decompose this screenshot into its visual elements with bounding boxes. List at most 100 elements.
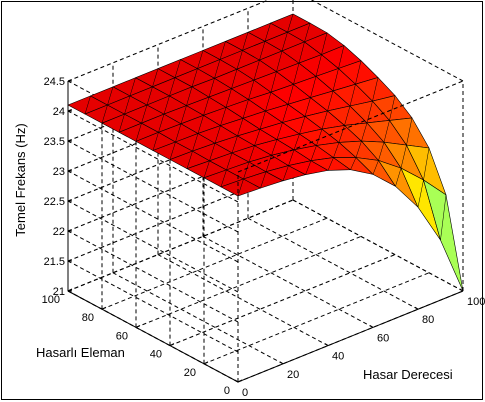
- surface-diagonal: [186, 86, 193, 106]
- y-tick-mark: [237, 379, 243, 383]
- x-tick-mark: [324, 343, 329, 347]
- y-axis-label: Hasarlı Eleman: [36, 345, 125, 360]
- surface-diagonal: [423, 147, 430, 181]
- surface-diagonal: [281, 32, 288, 52]
- surface-diagonal: [237, 178, 244, 197]
- surface-diagonal: [282, 104, 289, 123]
- grid-line: [67, 0, 270, 82]
- x-axis-label: Hasar Derecesi: [363, 367, 453, 382]
- surface-diagonal: [259, 41, 266, 61]
- surface-diagonal: [305, 160, 312, 175]
- y-tick-label: 20: [184, 367, 196, 379]
- x-tick-label: 20: [287, 369, 299, 381]
- surface-diagonal: [350, 157, 357, 170]
- surface-diagonal: [124, 95, 131, 115]
- y-tick-mark: [135, 324, 141, 328]
- surface-diagonal: [225, 88, 232, 108]
- y-axis-line: [67, 290, 239, 383]
- x-axis-line: [237, 290, 464, 383]
- grid-line: [67, 139, 294, 232]
- surface-diagonal: [310, 76, 317, 98]
- axes: [67, 0, 464, 383]
- surface-diagonal: [219, 41, 226, 60]
- surface-diagonal: [378, 142, 385, 161]
- surface-diagonal: [321, 32, 328, 55]
- grid-line: [202, 235, 374, 328]
- y-tick-mark: [203, 361, 209, 365]
- z-tick-label: 21.5: [44, 256, 65, 268]
- grid-line: [112, 272, 284, 365]
- x-tick-label: 60: [377, 332, 389, 344]
- surface-diagonal: [327, 90, 334, 111]
- surface-diagonal: [242, 99, 249, 119]
- surface-diagonal: [248, 80, 255, 100]
- y-tick-mark: [101, 306, 107, 310]
- z-tick-label: 23.5: [44, 136, 65, 148]
- surface-diagonal: [101, 104, 108, 124]
- surface-diagonal: [293, 63, 300, 85]
- surface-diagonal: [287, 13, 294, 33]
- grid-line: [157, 254, 329, 347]
- grid-line: [67, 199, 294, 292]
- surface-diagonal: [287, 84, 294, 105]
- y-tick-label: 80: [82, 312, 94, 324]
- surface-diagonal: [321, 110, 328, 130]
- surface-diagonal: [197, 50, 204, 69]
- surface-diagonal: [270, 71, 277, 93]
- surface-diagonal: [372, 160, 379, 175]
- grid-line: [247, 217, 419, 310]
- surface-diagonal: [304, 23, 311, 42]
- x-tick-mark: [414, 306, 419, 310]
- z-tick-label: 24: [53, 106, 65, 118]
- surface-diagonal: [158, 114, 165, 133]
- surface-diagonal: [141, 104, 148, 124]
- surface-diagonal: [298, 41, 305, 64]
- z-axis-label: Temel Frekans (Hz): [13, 123, 28, 236]
- z-tick-label: 22: [53, 226, 65, 238]
- surface-diagonal: [293, 133, 300, 150]
- surface-diagonal: [349, 84, 356, 107]
- y-tick-label: 0: [224, 385, 230, 397]
- surface-diagonal: [152, 132, 159, 151]
- surface-diagonal: [209, 143, 216, 161]
- surface-diagonal: [163, 95, 170, 115]
- surface-diagonal: [276, 50, 283, 72]
- surface-diagonal: [406, 117, 413, 146]
- surface-diagonal: [214, 59, 221, 79]
- surface-diagonal: [226, 152, 233, 170]
- surface-diagonal: [253, 60, 260, 81]
- z-tick-label: 21: [53, 286, 65, 298]
- surface-diagonal: [333, 142, 340, 158]
- surface-diagonal: [265, 155, 272, 172]
- surface-diagonal: [129, 77, 136, 96]
- surface-diagonal: [338, 45, 345, 69]
- surface-diagonal: [186, 151, 193, 169]
- y-tick-label: 40: [150, 349, 162, 361]
- surface-diagonal: [355, 141, 362, 158]
- surface-diagonal: [208, 78, 215, 98]
- surface-diagonal: [169, 141, 176, 160]
- grid-line: [67, 230, 239, 323]
- grid-line: [67, 200, 239, 293]
- y-tick-label: 60: [116, 330, 128, 342]
- surface-diagonal: [192, 133, 199, 152]
- x-tick-mark: [279, 361, 284, 365]
- surface-diagonal: [260, 171, 267, 189]
- surface-diagonal: [197, 115, 204, 134]
- grid-line: [101, 217, 328, 310]
- x-tick-label: 40: [332, 351, 344, 363]
- surface-diagonal: [242, 32, 249, 51]
- surface-diagonal: [395, 168, 402, 187]
- x-tick-label: 80: [422, 314, 434, 326]
- surface-diagonal: [440, 194, 447, 241]
- surface-diagonal: [174, 59, 181, 78]
- surface-patch: [422, 179, 464, 292]
- surface-diagonal: [344, 105, 351, 126]
- tick-labels: 0204060801000204060801002121.52222.52323…: [42, 76, 485, 399]
- grid-line: [67, 169, 294, 262]
- surface-diagonal: [214, 125, 221, 144]
- z-tick-label: 22.5: [44, 196, 65, 208]
- box-edge: [237, 80, 464, 173]
- surface-diagonal: [315, 54, 322, 77]
